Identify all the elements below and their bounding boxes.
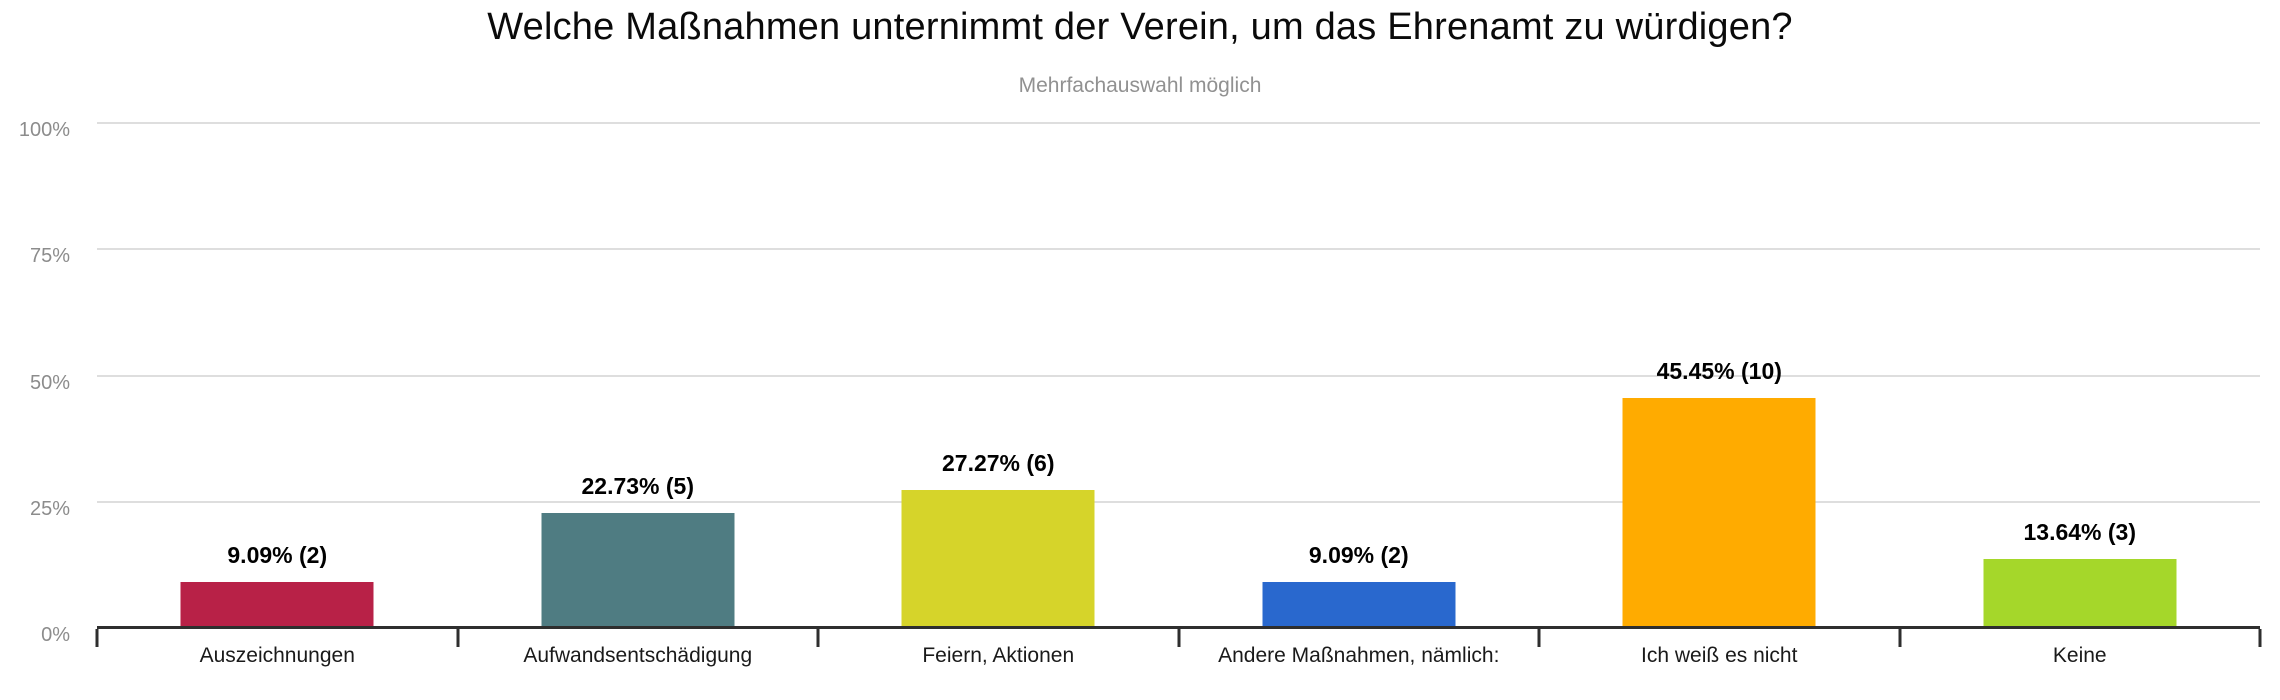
gridline-75% xyxy=(97,248,2260,251)
y-axis-tick-label: 0% xyxy=(41,624,70,646)
bar xyxy=(1983,559,2177,628)
bar xyxy=(1622,398,1816,628)
x-axis-boundary-tick xyxy=(1177,629,1180,647)
bar-value-label: 22.73% (5) xyxy=(581,473,694,500)
gridline-25% xyxy=(97,500,2260,503)
y-axis-tick-label: 75% xyxy=(29,245,70,268)
x-axis-category-label: Keine xyxy=(2052,644,2107,667)
x-axis-boundary-tick xyxy=(1898,629,1901,647)
bar-value-label: 13.64% (3) xyxy=(2023,519,2136,546)
x-axis-category-label: Andere Maßnahmen, nämlich: xyxy=(1218,644,1500,667)
x-axis-category-label: Feiern, Aktionen xyxy=(922,644,1075,667)
x-axis-line xyxy=(97,626,2260,629)
y-axis-tick-label: 100% xyxy=(18,119,70,141)
x-axis-boundary-tick xyxy=(2258,629,2262,647)
y-axis-tick-label: 50% xyxy=(29,371,70,394)
x-axis-category-label: Ich weiß es nicht xyxy=(1641,644,1798,667)
bar xyxy=(1262,582,1456,628)
bar xyxy=(541,513,735,628)
bar-group-3: 27.27% (6) Feiern, Aktionen xyxy=(818,123,1179,667)
bar xyxy=(180,582,374,628)
gridline-50% xyxy=(97,374,2260,377)
plot-area: 0% 25% 50% 75% 100% 9.09% (2) Auszeichnungen 22… xyxy=(19,120,2262,667)
x-axis-category-label: Aufwandsentschädigung xyxy=(523,644,753,667)
bar xyxy=(901,490,1095,628)
chart-title: Welche Maßnahmen unternimmt der Verein, … xyxy=(487,6,1793,48)
bar-value-label: 9.09% (2) xyxy=(1308,542,1409,569)
x-axis-category-label: Auszeichnungen xyxy=(199,644,355,667)
bar-group-2: 22.73% (5) Aufwandsentschädigung xyxy=(458,123,819,667)
y-axis-tick-label: 25% xyxy=(29,497,70,520)
x-axis-boundary-tick xyxy=(95,629,99,647)
x-axis-boundary-tick xyxy=(1537,629,1541,647)
bar-group-6: 13.64% (3) Keine xyxy=(1900,123,2261,667)
bar-group-1: 9.09% (2) Auszeichnungen xyxy=(97,123,458,667)
x-axis-boundary-tick xyxy=(816,629,820,647)
bar-value-label: 27.27% (6) xyxy=(941,450,1055,477)
bar-value-label: 45.45% (10) xyxy=(1656,358,1782,385)
bar-group-5: 45.45% (10) Ich weiß es nicht xyxy=(1539,123,1900,667)
bar-group-4: 9.09% (2) Andere Maßnahmen, nämlich: xyxy=(1179,123,1540,667)
gridline-100% xyxy=(97,122,2260,124)
chart-subtitle: Mehrfachauswahl möglich xyxy=(1018,74,1262,97)
x-axis-boundary-tick xyxy=(456,629,459,647)
bar-value-label: 9.09% (2) xyxy=(227,542,328,569)
